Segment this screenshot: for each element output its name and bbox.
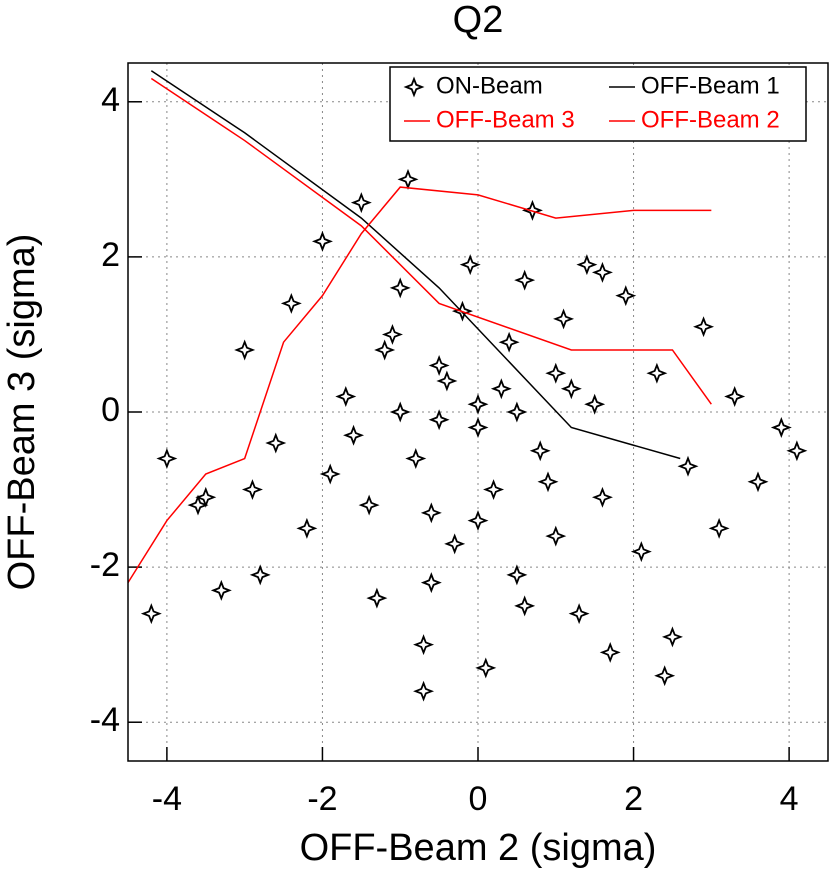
scatter-point [319,463,341,485]
scatter-point [413,634,435,656]
plot-frame [127,62,829,762]
scatter-point [506,401,528,423]
x-tick-label: 2 [624,780,643,818]
scatter-point [568,603,590,625]
scatter-point [529,440,551,462]
scatter-point [677,455,699,477]
scatter-point [459,254,481,276]
x-tick-label: 4 [780,780,799,818]
scatter-point [506,564,528,586]
scatter-point [234,339,256,361]
scatter-point [747,471,769,493]
scatter-point [140,603,162,625]
scatter-point [350,192,372,214]
scatter-point [576,254,598,276]
scatter-point [654,665,676,687]
scatter-point [296,517,318,539]
scatter-point [436,370,458,392]
scatter-point [343,424,365,446]
scatter-point [646,362,668,384]
scatter-point [241,479,263,501]
scatter-point [724,386,746,407]
series-line [150,77,712,405]
scatter-point [413,680,435,702]
scatter-point [187,494,209,516]
scatter-point [693,316,715,338]
scatter-point [560,378,582,400]
y-axis-label: OFF-Beam 3 (sigma) [1,234,43,591]
scatter-point [483,479,505,501]
scatter-point [366,587,388,609]
scatter-point [490,378,512,400]
scatter-point [311,230,333,252]
scatter-point [467,417,489,438]
scatter-point [514,595,536,617]
scatter-point [210,579,232,601]
scatter-point [599,641,621,663]
scatter-point [280,292,302,314]
x-tick-label: 0 [469,780,488,818]
scatter-point [358,494,380,516]
legend-box [389,66,807,142]
scatter-point [467,510,489,532]
scatter-point [405,448,427,470]
scatter-point [514,269,536,291]
scatter-point [389,401,411,423]
scatter-point [265,432,287,454]
x-axis-label: OFF-Beam 2 (sigma) [300,827,657,869]
legend-label: OFF-Beam 2 [641,106,780,133]
scatter-point [786,440,808,462]
legend-label: OFF-Beam 3 [436,106,575,133]
scatter-point [444,533,466,555]
scatter-point [335,386,357,407]
x-tick-label: -4 [152,780,182,818]
scatter-point [475,657,497,679]
scatter-point [770,417,792,438]
scatter-point [615,285,637,307]
plot-area [128,70,808,702]
scatter-point [420,502,442,524]
legend-label: ON-Beam [436,72,543,99]
chart-title: Q2 [453,0,504,41]
scatter-point [374,339,396,361]
scatter-point [661,626,683,648]
scatter-point [389,277,411,299]
y-tick-label: 4 [101,81,120,119]
scatter-point [428,354,450,376]
y-tick-label: 2 [101,236,120,274]
scatter-point [537,471,559,493]
scatter-point [708,517,730,539]
x-tick-label: -2 [307,780,337,818]
series-line [150,70,681,460]
scatter-point [498,331,520,353]
legend-label: OFF-Beam 1 [641,72,780,99]
scatter-point [630,541,652,563]
scatter-point [381,323,403,345]
scatter-point [553,308,575,330]
scatter-point [195,486,217,508]
scatter-point [591,486,613,508]
scatter-point [591,261,613,283]
scatter-point [420,572,442,594]
y-tick-label: -2 [90,546,120,584]
series-line [128,186,712,584]
y-tick-label: 0 [101,391,120,429]
scatter-point [545,362,567,384]
y-tick-label: -4 [90,701,120,739]
scatter-point [156,448,178,470]
scatter-point [428,409,450,431]
scatter-point [584,393,606,415]
scatter-point [545,525,567,547]
legend-marker [403,76,425,98]
scatter-point [467,393,489,415]
scatter-point [249,564,271,586]
